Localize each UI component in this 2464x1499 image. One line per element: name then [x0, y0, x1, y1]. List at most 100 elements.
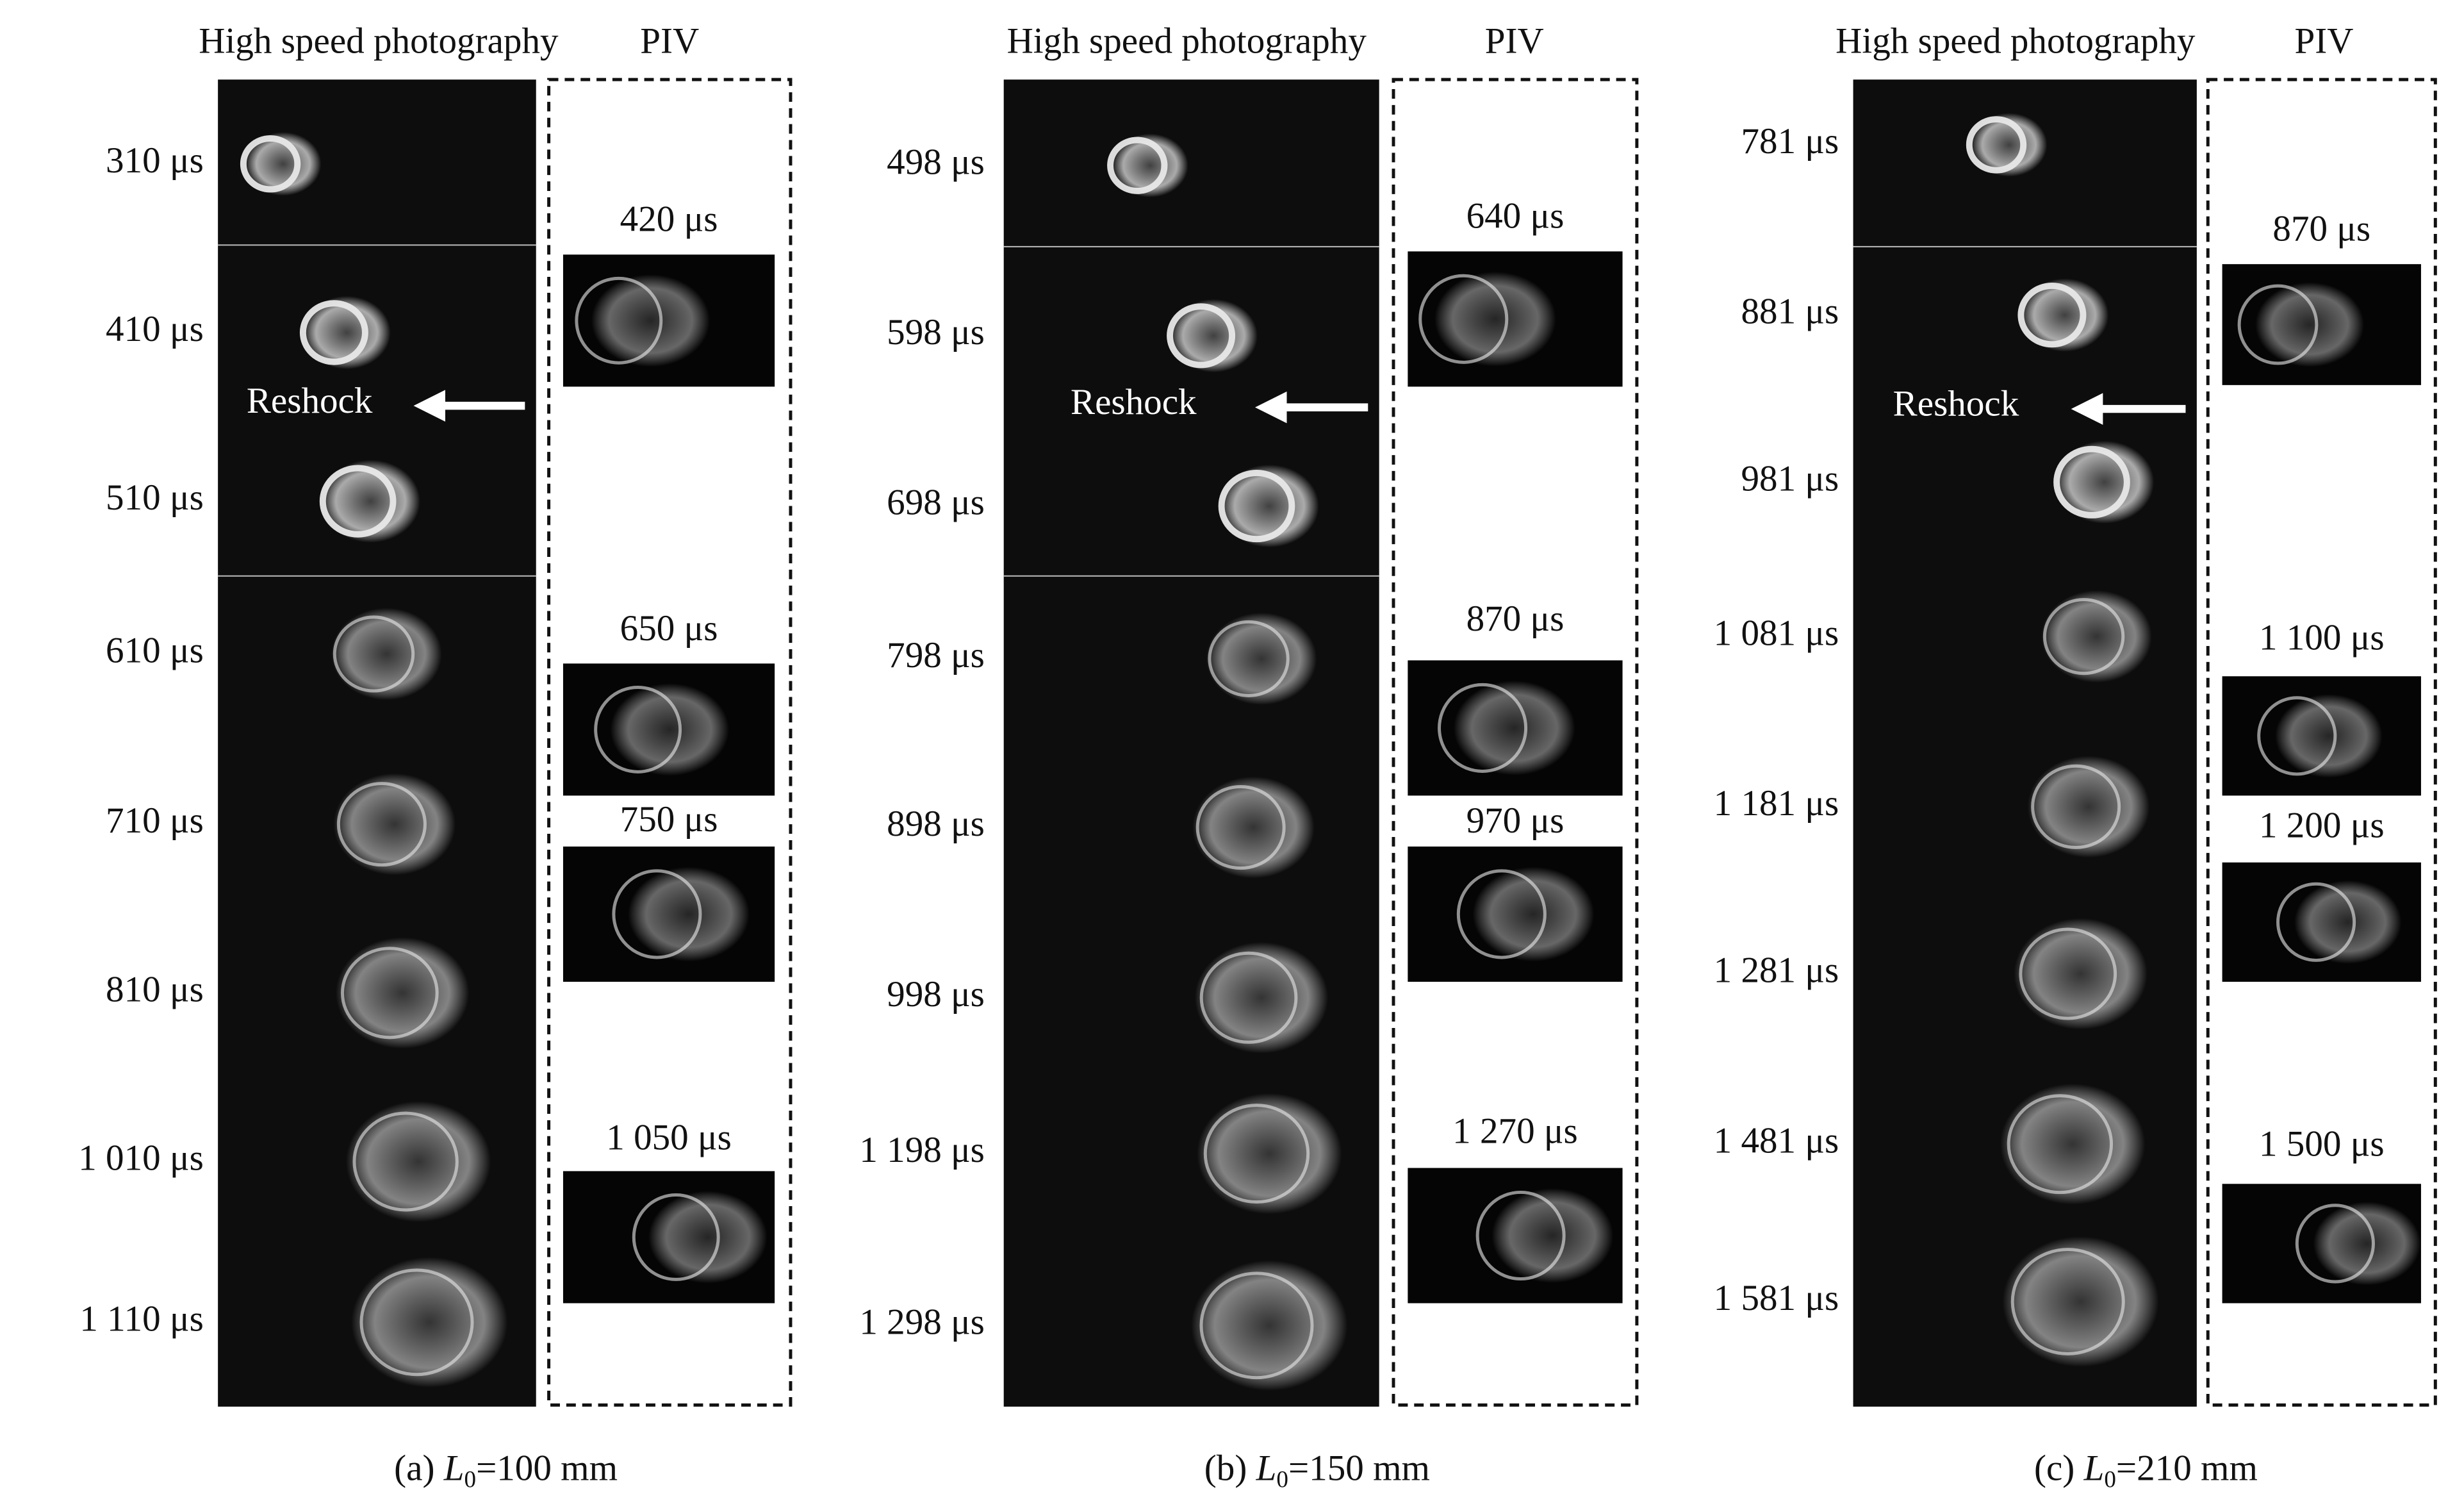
time-label: 881 μs: [1741, 292, 1839, 332]
vortex-ring: [1966, 116, 2027, 174]
vortex-blob: [1219, 465, 1319, 548]
time-label: 710 μs: [106, 800, 204, 841]
caption-suffix: =100 mm: [476, 1448, 618, 1489]
piv-time-label: 1 200 μs: [2259, 806, 2385, 846]
vortex-ring: [1195, 785, 1286, 870]
vortex-blob: [345, 1101, 491, 1222]
piv-vortex-glow: [2275, 694, 2383, 778]
vortex-ring: [2042, 598, 2125, 675]
piv-vortex-glow: [648, 1191, 768, 1284]
vortex-ring: [299, 300, 368, 365]
vortex-ring: [240, 135, 301, 193]
reshock-label: Reshock: [1893, 384, 2019, 424]
caption: (a) L0=100 mm: [394, 1448, 618, 1493]
time-label: 510 μs: [106, 477, 204, 518]
time-label: 998 μs: [887, 974, 985, 1015]
piv-box: [547, 78, 793, 1407]
time-label: 981 μs: [1741, 458, 1839, 499]
vortex-blob: [1206, 612, 1317, 705]
reshock-label: Reshock: [247, 381, 373, 421]
vortex-blob: [1112, 133, 1188, 197]
piv-vortex-glow: [1453, 681, 1575, 775]
caption-subscript: 0: [2104, 1466, 2116, 1493]
time-label: 1 181 μs: [1714, 783, 1839, 824]
piv-box: [1392, 78, 1639, 1407]
vortex-ring: [319, 465, 397, 538]
caption-subscript: 0: [1276, 1466, 1288, 1493]
piv-time-label: 650 μs: [620, 608, 718, 649]
caption-variable: L: [443, 1448, 464, 1489]
vortex-blob: [333, 773, 456, 875]
header-hsp: High speed photography: [1836, 21, 2196, 62]
piv-vortex-glow: [2313, 1202, 2421, 1286]
time-label: 1 298 μs: [859, 1302, 985, 1342]
vortex-blob: [1191, 1260, 1348, 1391]
vortex-blob: [302, 295, 391, 370]
vortex-blob: [245, 132, 322, 196]
reshock-label: Reshock: [1071, 382, 1197, 422]
piv-vortex-glow: [2294, 880, 2402, 965]
time-label: 698 μs: [887, 483, 985, 523]
vortex-blob: [321, 460, 420, 543]
vortex-blob: [2055, 440, 2155, 524]
caption-prefix: (a): [394, 1448, 444, 1489]
vortex-ring: [359, 1268, 474, 1377]
piv-vortex-glow: [628, 866, 750, 962]
hsp-image-column: [1853, 79, 2197, 1407]
piv-time-label: 870 μs: [1466, 599, 1565, 639]
time-label: 598 μs: [887, 312, 985, 352]
time-label: 1 081 μs: [1714, 613, 1839, 653]
piv-time-label: 870 μs: [2272, 209, 2370, 249]
vortex-ring: [2007, 1094, 2114, 1195]
piv-vortex-glow: [591, 274, 710, 367]
time-label: 1 481 μs: [1714, 1120, 1839, 1161]
vortex-blob: [1197, 1093, 1342, 1214]
time-label: 810 μs: [106, 969, 204, 1009]
header-piv: PIV: [2295, 21, 2354, 62]
piv-time-label: 970 μs: [1466, 800, 1565, 841]
piv-vortex-glow: [1491, 1188, 1614, 1283]
piv-vortex-glow: [1472, 866, 1595, 962]
caption-variable: L: [1256, 1448, 1277, 1489]
vortex-ring: [1199, 1271, 1314, 1380]
vortex-blob: [331, 608, 442, 700]
caption-prefix: (b): [1204, 1448, 1256, 1489]
time-label: 1 110 μs: [79, 1298, 203, 1339]
piv-vortex-glow: [1434, 271, 1556, 367]
piv-time-label: 420 μs: [620, 199, 718, 240]
caption-subscript: 0: [464, 1466, 477, 1493]
vortex-ring: [1107, 137, 1168, 194]
caption-prefix: (c): [2034, 1448, 2084, 1489]
piv-time-label: 640 μs: [1466, 196, 1565, 236]
vortex-ring: [2017, 282, 2087, 348]
vortex-ring: [1167, 303, 1236, 369]
vortex-blob: [1971, 113, 2048, 177]
vortex-blob: [1192, 776, 1315, 879]
piv-time-label: 750 μs: [620, 799, 718, 840]
header-piv: PIV: [1485, 21, 1544, 62]
time-label: 498 μs: [887, 142, 985, 182]
piv-time-label: 1 050 μs: [606, 1117, 732, 1157]
vortex-blob: [2021, 278, 2109, 352]
time-label: 410 μs: [106, 309, 204, 349]
vortex-ring: [1203, 1104, 1310, 1204]
vortex-ring: [352, 1111, 459, 1212]
vortex-blob: [351, 1257, 508, 1388]
piv-time-label: 1 100 μs: [2259, 618, 2385, 658]
vortex-blob: [2000, 1083, 2146, 1205]
vortex-blob: [2027, 756, 2150, 858]
time-label: 1 581 μs: [1714, 1278, 1839, 1318]
piv-vortex-glow: [610, 683, 730, 776]
piv-box: [2206, 78, 2437, 1407]
header-piv: PIV: [640, 21, 699, 62]
caption: (c) L0=210 mm: [2034, 1448, 2258, 1493]
time-label: 1 198 μs: [859, 1130, 985, 1170]
vortex-ring: [333, 615, 415, 693]
header-hsp: High speed photography: [1007, 21, 1367, 62]
vortex-blob: [1194, 941, 1329, 1054]
caption-suffix: =210 mm: [2116, 1448, 2258, 1489]
caption-suffix: =150 mm: [1288, 1448, 1430, 1489]
piv-vortex-glow: [2255, 282, 2365, 367]
vortex-blob: [2041, 590, 2152, 683]
